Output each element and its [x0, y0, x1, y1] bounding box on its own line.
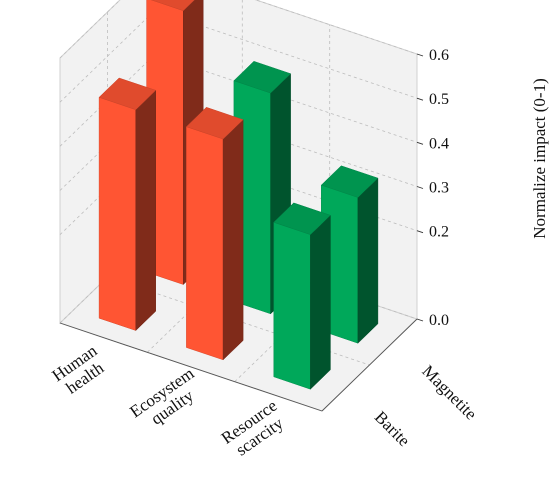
z-tick-mark [416, 97, 424, 101]
x-tick-label-ecosystem-quality: Ecosystemquality [126, 364, 208, 437]
z-tick-label: 0.5 [429, 91, 449, 108]
z-tick-label: 0.2 [429, 224, 449, 241]
chart-bars [98, 0, 379, 390]
z-tick-label: 0.3 [429, 180, 449, 197]
z-tick-label: 0.4 [429, 135, 449, 152]
z-tick-label: 0.0 [429, 312, 449, 329]
y-axis-labels: Barite Magnetite [371, 361, 481, 450]
z-tick-mark [416, 186, 424, 189]
bar-resource-scarcity-barite [273, 202, 331, 390]
y-tick-label-magnetite: Magnetite [418, 361, 480, 423]
bar-human-health-barite [98, 77, 157, 332]
z-axis-ticks: 0.0 0.2 0.3 0.4 0.5 0.6 [416, 47, 449, 329]
y-tick-label-barite: Barite [371, 407, 414, 450]
z-tick-mark [416, 53, 424, 57]
z-tick-mark [416, 141, 424, 145]
x-tick-label-human-health: Humanhealth [49, 341, 112, 400]
y-axis-line [321, 318, 418, 412]
bar-ecosystem-quality-barite [185, 107, 244, 361]
gridline-z-5 [59, 0, 418, 59]
x-axis-line [59, 322, 323, 412]
z-tick-label: 0.6 [429, 47, 449, 64]
z-tick-mark [416, 230, 424, 234]
z-axis-label: Normalize impact (0-1) [530, 78, 549, 239]
x-tick-label-resource-scarcity: Resourcescarcity [218, 396, 291, 463]
z-tick-mark [416, 318, 424, 322]
